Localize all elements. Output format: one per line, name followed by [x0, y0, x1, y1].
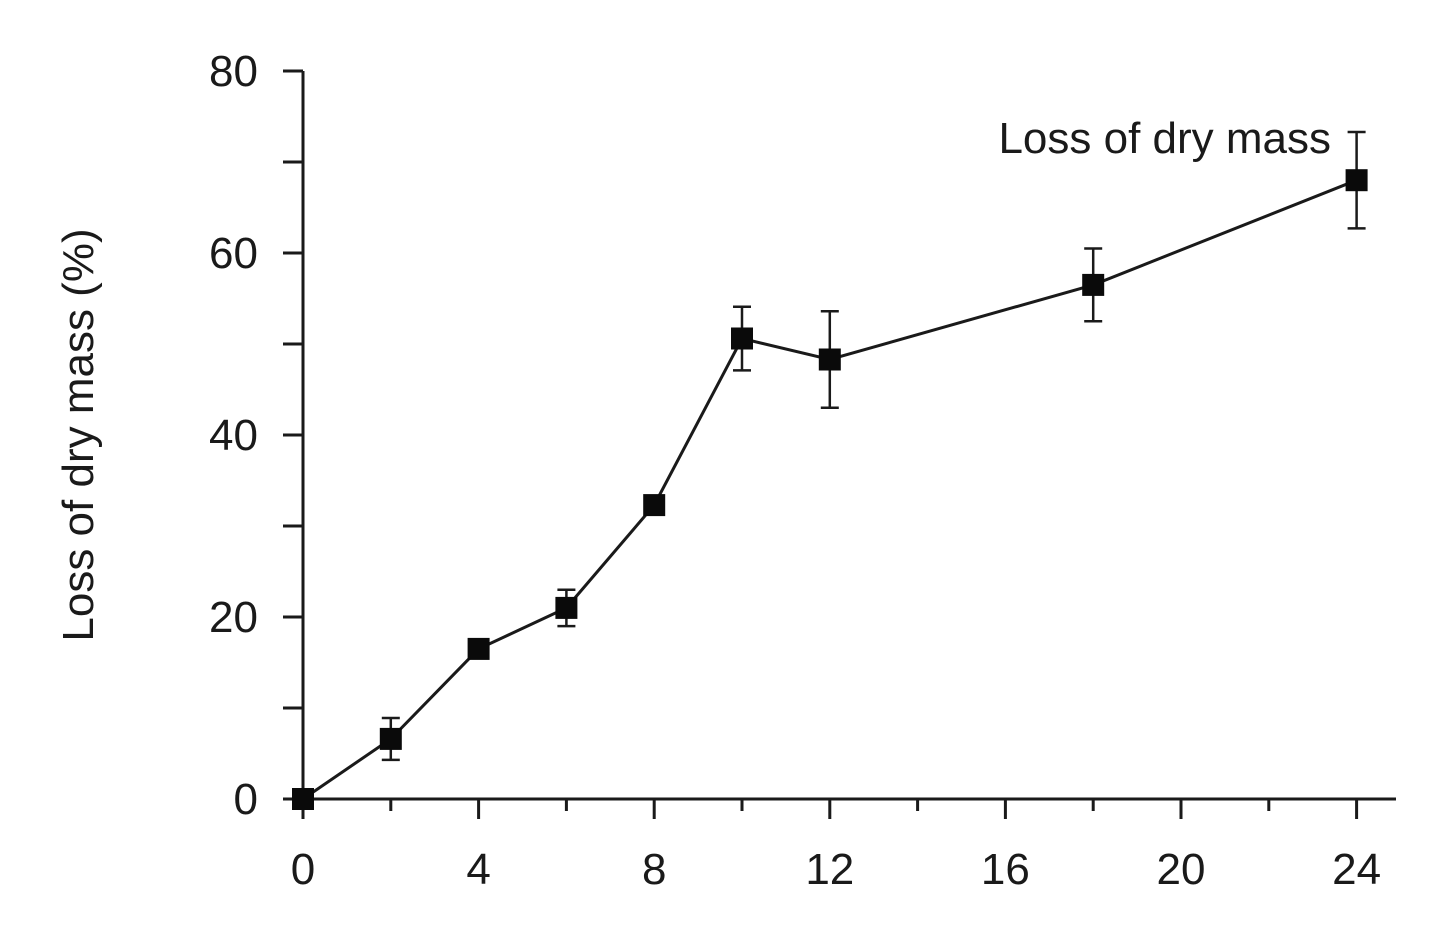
- x-tick-label: 4: [466, 845, 490, 894]
- x-tick-label: 0: [291, 845, 315, 894]
- y-axis-title: Loss of dry mass (%): [54, 228, 103, 641]
- data-point: [555, 596, 578, 619]
- data-point: [731, 327, 753, 350]
- data-point: [818, 348, 841, 371]
- y-tick-label: 80: [209, 47, 258, 96]
- x-axis: 0 4 8 12 16 20 24: [291, 797, 1396, 894]
- y-axis: 0 20 40 60 80: [209, 47, 305, 824]
- data-point: [1082, 273, 1105, 296]
- data-point: [467, 637, 490, 660]
- x-tick-label: 24: [1332, 845, 1381, 894]
- x-tick-label: 16: [981, 845, 1030, 894]
- x-tick-label: 12: [805, 845, 854, 894]
- y-tick-label: 0: [234, 775, 258, 824]
- x-tick-label: 20: [1157, 845, 1206, 894]
- data-point: [643, 494, 666, 517]
- y-tick-label: 20: [209, 593, 258, 642]
- series-loss-of-dry-mass: [292, 130, 1368, 810]
- series-line: [302, 178, 1358, 801]
- data-point: [292, 788, 314, 810]
- y-tick-label: 40: [209, 411, 258, 460]
- data-point: [1345, 169, 1368, 192]
- x-tick-label: 8: [642, 845, 666, 894]
- y-tick-label: 60: [209, 229, 258, 278]
- data-point: [379, 727, 402, 750]
- series-annotation: Loss of dry mass: [998, 114, 1331, 163]
